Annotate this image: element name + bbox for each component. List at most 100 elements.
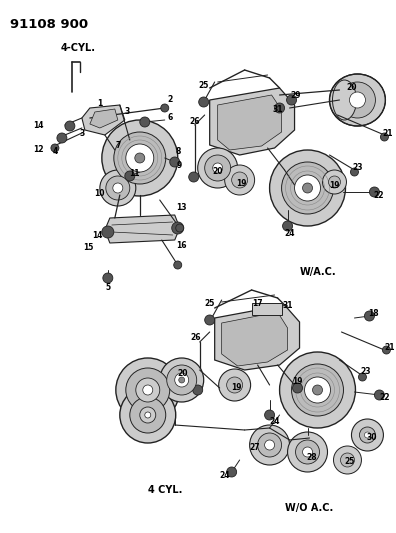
Ellipse shape xyxy=(174,261,182,269)
Text: 26: 26 xyxy=(190,334,201,343)
Ellipse shape xyxy=(295,175,320,201)
Polygon shape xyxy=(209,88,295,155)
Ellipse shape xyxy=(114,132,166,184)
Ellipse shape xyxy=(303,183,312,193)
Ellipse shape xyxy=(179,377,185,383)
Ellipse shape xyxy=(383,346,390,354)
Text: 24: 24 xyxy=(284,229,295,238)
Ellipse shape xyxy=(375,390,385,400)
Ellipse shape xyxy=(57,133,67,143)
Ellipse shape xyxy=(143,385,153,395)
Ellipse shape xyxy=(329,176,341,188)
Ellipse shape xyxy=(265,410,274,420)
Ellipse shape xyxy=(282,162,333,214)
Text: W/A.C.: W/A.C. xyxy=(299,267,336,277)
Text: 4 CYL.: 4 CYL. xyxy=(148,485,182,495)
Ellipse shape xyxy=(293,383,303,393)
Polygon shape xyxy=(218,95,282,150)
Ellipse shape xyxy=(51,144,59,152)
Text: 20: 20 xyxy=(212,167,223,176)
Text: 27: 27 xyxy=(249,443,260,453)
Ellipse shape xyxy=(349,92,366,108)
Ellipse shape xyxy=(103,273,113,283)
Ellipse shape xyxy=(265,440,274,450)
Ellipse shape xyxy=(333,446,362,474)
Ellipse shape xyxy=(322,170,346,194)
Ellipse shape xyxy=(140,407,156,423)
Ellipse shape xyxy=(287,95,297,105)
Text: 91108 900: 91108 900 xyxy=(10,18,88,31)
Ellipse shape xyxy=(369,187,379,197)
Text: 28: 28 xyxy=(306,454,317,463)
Text: 22: 22 xyxy=(373,190,384,199)
Ellipse shape xyxy=(341,453,354,467)
Ellipse shape xyxy=(350,168,358,176)
Ellipse shape xyxy=(227,377,243,393)
Ellipse shape xyxy=(130,397,166,433)
Text: 12: 12 xyxy=(33,146,43,155)
Text: 4-CYL.: 4-CYL. xyxy=(60,43,95,53)
Text: 16: 16 xyxy=(177,240,187,249)
Text: 17: 17 xyxy=(252,298,263,308)
Text: 31: 31 xyxy=(272,106,283,115)
Polygon shape xyxy=(215,305,299,370)
Ellipse shape xyxy=(225,165,255,195)
Text: 23: 23 xyxy=(352,164,363,173)
Text: W/O A.C.: W/O A.C. xyxy=(286,503,334,513)
Ellipse shape xyxy=(116,358,180,422)
Ellipse shape xyxy=(360,427,375,443)
Ellipse shape xyxy=(312,385,322,395)
Text: 7: 7 xyxy=(115,141,120,149)
Ellipse shape xyxy=(198,148,238,188)
Ellipse shape xyxy=(339,82,375,118)
Text: 2: 2 xyxy=(167,95,172,104)
Ellipse shape xyxy=(364,311,375,321)
Ellipse shape xyxy=(270,150,345,226)
Text: 20: 20 xyxy=(346,84,357,93)
Text: 20: 20 xyxy=(177,368,188,377)
Text: 21: 21 xyxy=(382,128,393,138)
Ellipse shape xyxy=(199,97,209,107)
Ellipse shape xyxy=(172,222,184,234)
Text: 10: 10 xyxy=(95,190,105,198)
Text: 23: 23 xyxy=(360,367,371,376)
Ellipse shape xyxy=(287,432,327,472)
Ellipse shape xyxy=(161,104,169,112)
Ellipse shape xyxy=(249,425,289,465)
Ellipse shape xyxy=(100,170,136,206)
Text: 25: 25 xyxy=(198,80,209,90)
Text: 5: 5 xyxy=(105,282,110,292)
Text: 6: 6 xyxy=(167,114,172,123)
Text: 26: 26 xyxy=(189,117,200,126)
Ellipse shape xyxy=(167,365,197,395)
Ellipse shape xyxy=(227,467,237,477)
Ellipse shape xyxy=(295,440,320,464)
Bar xyxy=(345,90,370,110)
Ellipse shape xyxy=(205,155,230,181)
Text: 11: 11 xyxy=(129,169,140,179)
Ellipse shape xyxy=(213,163,223,173)
Ellipse shape xyxy=(106,176,130,200)
Text: 24: 24 xyxy=(219,471,230,480)
Ellipse shape xyxy=(283,221,293,231)
Ellipse shape xyxy=(352,419,383,451)
Text: 21: 21 xyxy=(384,343,395,352)
Ellipse shape xyxy=(170,157,180,167)
Ellipse shape xyxy=(232,172,248,188)
Text: 14: 14 xyxy=(93,230,103,239)
Ellipse shape xyxy=(219,369,251,401)
Ellipse shape xyxy=(160,358,204,402)
Text: 30: 30 xyxy=(366,433,377,442)
Ellipse shape xyxy=(102,226,114,238)
Ellipse shape xyxy=(136,378,160,402)
Ellipse shape xyxy=(113,183,123,193)
Ellipse shape xyxy=(205,315,215,325)
Ellipse shape xyxy=(140,117,150,127)
Text: 3: 3 xyxy=(79,130,84,139)
Ellipse shape xyxy=(305,377,331,403)
Ellipse shape xyxy=(258,433,282,457)
Ellipse shape xyxy=(364,432,370,438)
Text: 13: 13 xyxy=(177,204,187,213)
Ellipse shape xyxy=(120,387,176,443)
Ellipse shape xyxy=(329,74,385,126)
